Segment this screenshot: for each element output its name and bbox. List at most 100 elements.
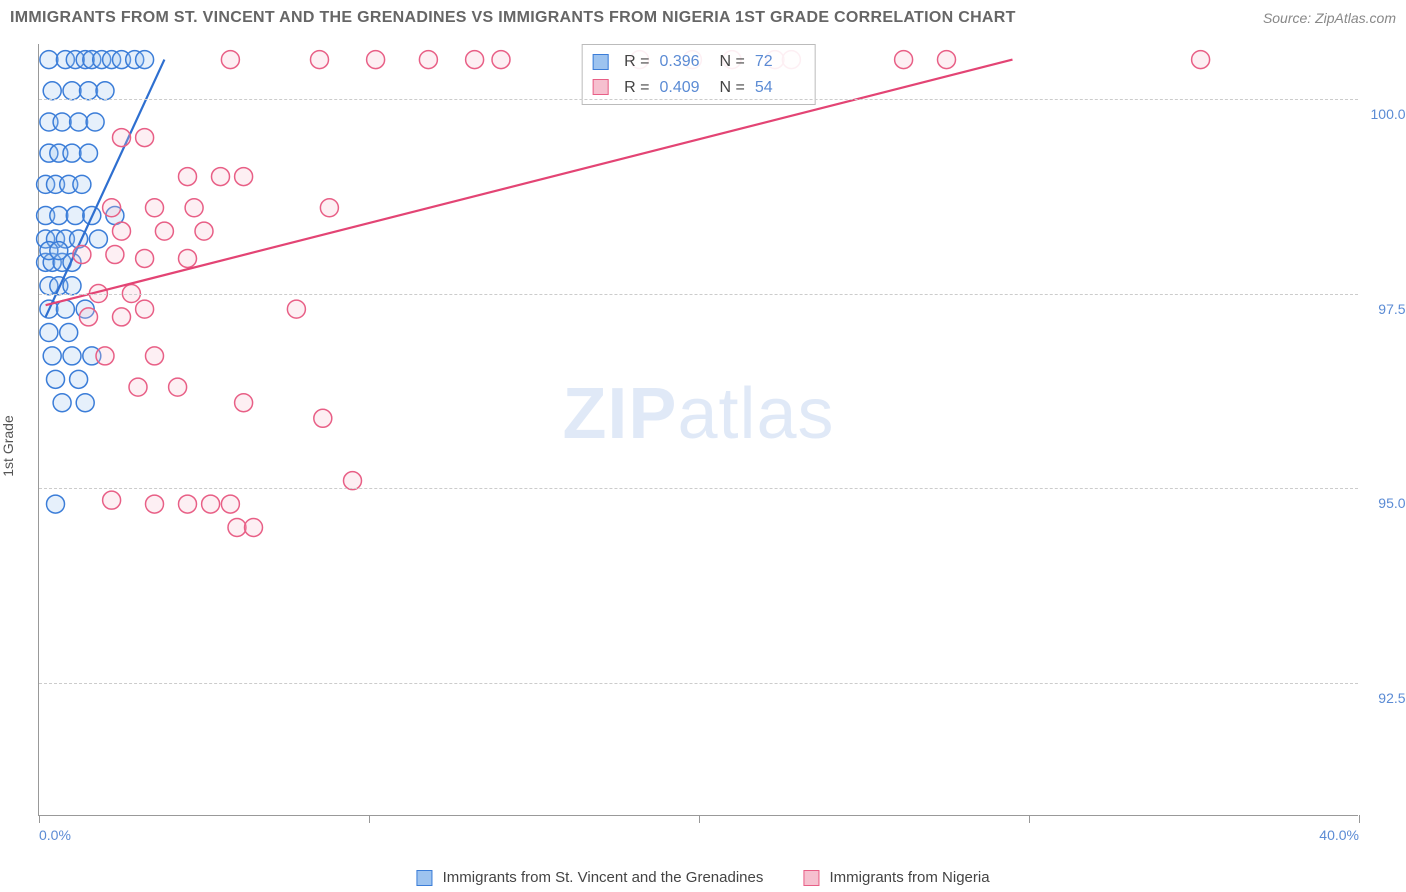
y-tick-label: 92.5% xyxy=(1363,690,1406,706)
scatter-point xyxy=(179,168,197,186)
gridline-h xyxy=(39,294,1358,295)
gridline-h xyxy=(39,683,1358,684)
scatter-point xyxy=(103,491,121,509)
x-tick xyxy=(699,815,700,823)
scatter-point xyxy=(146,495,164,513)
scatter-point xyxy=(155,222,173,240)
scatter-point xyxy=(245,518,263,536)
scatter-point xyxy=(311,51,329,69)
scatter-point xyxy=(43,82,61,100)
scatter-point xyxy=(1192,51,1210,69)
scatter-point xyxy=(169,378,187,396)
scatter-point xyxy=(43,347,61,365)
x-tick-label: 40.0% xyxy=(1319,827,1359,843)
scatter-point xyxy=(80,308,98,326)
scatter-point xyxy=(53,394,71,412)
scatter-point xyxy=(202,495,220,513)
scatter-point xyxy=(96,347,114,365)
legend-bottom: Immigrants from St. Vincent and the Gren… xyxy=(416,869,989,886)
stats-n-label-2: N = xyxy=(720,75,745,101)
scatter-point xyxy=(185,199,203,217)
y-tick-label: 95.0% xyxy=(1363,495,1406,511)
scatter-point xyxy=(419,51,437,69)
scatter-point xyxy=(76,394,94,412)
scatter-point xyxy=(466,51,484,69)
scatter-point xyxy=(195,222,213,240)
scatter-point xyxy=(80,82,98,100)
y-axis-label: 1st Grade xyxy=(0,415,16,476)
scatter-point xyxy=(314,409,332,427)
legend-label-2: Immigrants from Nigeria xyxy=(830,869,990,886)
scatter-point xyxy=(235,168,253,186)
source-label: Source: ZipAtlas.com xyxy=(1263,10,1396,26)
scatter-point xyxy=(212,168,230,186)
stats-row-1: R = 0.396 N = 72 xyxy=(592,49,805,75)
scatter-point xyxy=(96,82,114,100)
scatter-point xyxy=(47,370,65,388)
scatter-point xyxy=(895,51,913,69)
gridline-h xyxy=(39,99,1358,100)
scatter-point xyxy=(40,51,58,69)
legend-swatch-2 xyxy=(803,870,819,886)
scatter-point xyxy=(66,207,84,225)
x-tick xyxy=(39,815,40,823)
stats-box: R = 0.396 N = 72 R = 0.409 N = 54 xyxy=(581,44,816,105)
scatter-point xyxy=(70,370,88,388)
scatter-point xyxy=(113,308,131,326)
stats-r-label-1: R = xyxy=(624,49,649,75)
x-tick-label: 0.0% xyxy=(39,827,71,843)
scatter-point xyxy=(40,324,58,342)
scatter-point xyxy=(179,249,197,267)
stats-r-value-1: 0.396 xyxy=(660,49,710,75)
plot-area: ZIPatlas R = 0.396 N = 72 R = 0.409 N = … xyxy=(38,44,1358,816)
scatter-point xyxy=(492,51,510,69)
x-tick xyxy=(1029,815,1030,823)
scatter-point xyxy=(129,378,147,396)
stats-swatch-1 xyxy=(592,54,608,70)
scatter-point xyxy=(136,300,154,318)
gridline-h xyxy=(39,488,1358,489)
plot-svg xyxy=(39,44,1358,815)
legend-item-1: Immigrants from St. Vincent and the Gren… xyxy=(416,869,763,886)
title-bar: IMMIGRANTS FROM ST. VINCENT AND THE GREN… xyxy=(0,0,1406,36)
chart-title: IMMIGRANTS FROM ST. VINCENT AND THE GREN… xyxy=(10,9,1016,27)
y-tick-label: 100.0% xyxy=(1363,106,1406,122)
stats-r-label-2: R = xyxy=(624,75,649,101)
legend-label-1: Immigrants from St. Vincent and the Gren… xyxy=(443,869,764,886)
scatter-point xyxy=(113,129,131,147)
scatter-point xyxy=(60,324,78,342)
stats-n-label-1: N = xyxy=(720,49,745,75)
scatter-point xyxy=(344,472,362,490)
legend-swatch-1 xyxy=(416,870,432,886)
scatter-point xyxy=(146,199,164,217)
legend-item-2: Immigrants from Nigeria xyxy=(803,869,989,886)
y-tick-label: 97.5% xyxy=(1363,301,1406,317)
scatter-point xyxy=(50,242,68,260)
scatter-point xyxy=(70,113,88,131)
scatter-point xyxy=(146,347,164,365)
scatter-point xyxy=(47,495,65,513)
scatter-point xyxy=(53,113,71,131)
scatter-point xyxy=(106,246,124,264)
stats-r-value-2: 0.409 xyxy=(660,75,710,101)
scatter-point xyxy=(221,495,239,513)
scatter-point xyxy=(179,495,197,513)
scatter-point xyxy=(63,277,81,295)
scatter-point xyxy=(136,249,154,267)
scatter-point xyxy=(89,230,107,248)
scatter-point xyxy=(113,222,131,240)
scatter-point xyxy=(136,129,154,147)
scatter-point xyxy=(103,199,121,217)
scatter-point xyxy=(73,175,91,193)
stats-n-value-2: 54 xyxy=(755,75,805,101)
scatter-point xyxy=(86,113,104,131)
scatter-point xyxy=(367,51,385,69)
scatter-point xyxy=(221,51,239,69)
scatter-point xyxy=(63,347,81,365)
x-tick xyxy=(1359,815,1360,823)
scatter-point xyxy=(938,51,956,69)
scatter-point xyxy=(287,300,305,318)
scatter-point xyxy=(50,207,68,225)
x-tick xyxy=(369,815,370,823)
scatter-point xyxy=(228,518,246,536)
